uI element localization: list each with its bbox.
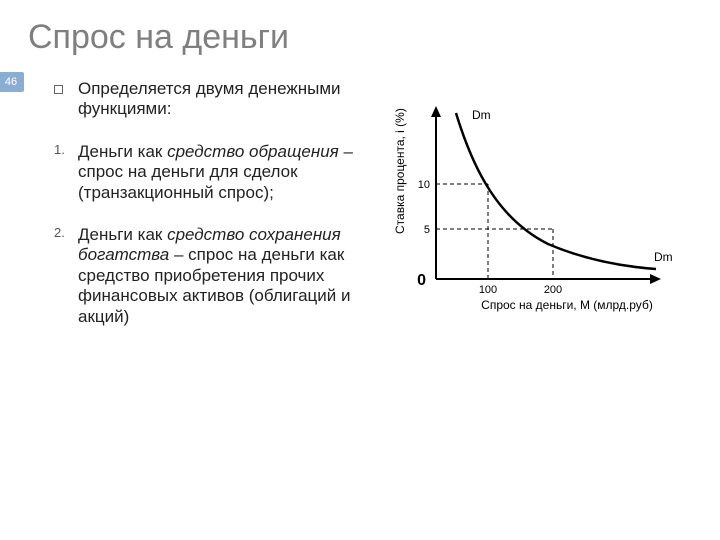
svg-text:Dm: Dm: [472, 108, 491, 122]
svg-text:Dm: Dm: [654, 250, 673, 264]
svg-text:200: 200: [544, 284, 562, 296]
number-1: 1.: [54, 142, 78, 203]
page-number-badge: 46: [0, 72, 24, 92]
demand-chart: 10 5 100 200 0 Dm Dm Ставка процента, i (%) Спро…: [378, 99, 678, 329]
item1-prefix: Деньги как: [78, 142, 167, 161]
svg-text:Спрос на деньги, M (млрд.руб): Спрос на деньги, M (млрд.руб): [481, 298, 653, 312]
number-2: 2.: [54, 225, 78, 327]
chart-svg: 10 5 100 200 0 Dm Dm Ставка процента, i (%) Спро…: [378, 99, 678, 319]
svg-text:100: 100: [479, 284, 497, 296]
item2-prefix: Деньги как: [78, 225, 167, 244]
item1-em: средство обращения: [167, 142, 339, 161]
intro-text: Определяется двумя денежными функциями:: [78, 79, 368, 120]
svg-text:5: 5: [424, 224, 430, 236]
item2-text: Деньги как средство сохранения богатства…: [78, 225, 368, 327]
bullet-2: 2. Деньги как средство сохранения богатс…: [84, 225, 368, 327]
chart-column: 10 5 100 200 0 Dm Dm Ставка процента, i (%) Спро…: [378, 79, 678, 349]
slide-title: Спрос на деньги: [28, 18, 692, 57]
bullet-intro: Определяется двумя денежными функциями:: [84, 79, 368, 120]
item1-text: Деньги как средство обращения – спрос на…: [78, 142, 368, 203]
bullet-1: 1. Деньги как средство обращения – спрос…: [84, 142, 368, 203]
svg-text:Ставка процента, i (%): Ставка процента, i (%): [393, 108, 407, 234]
svg-text:0: 0: [417, 272, 426, 289]
slide: Спрос на деньги 46 Определяется двумя де…: [0, 0, 720, 540]
text-column: Определяется двумя денежными функциями: …: [28, 79, 368, 349]
content-row: Определяется двумя денежными функциями: …: [28, 79, 692, 349]
square-bullet-icon: [54, 79, 78, 120]
svg-text:10: 10: [418, 179, 430, 191]
